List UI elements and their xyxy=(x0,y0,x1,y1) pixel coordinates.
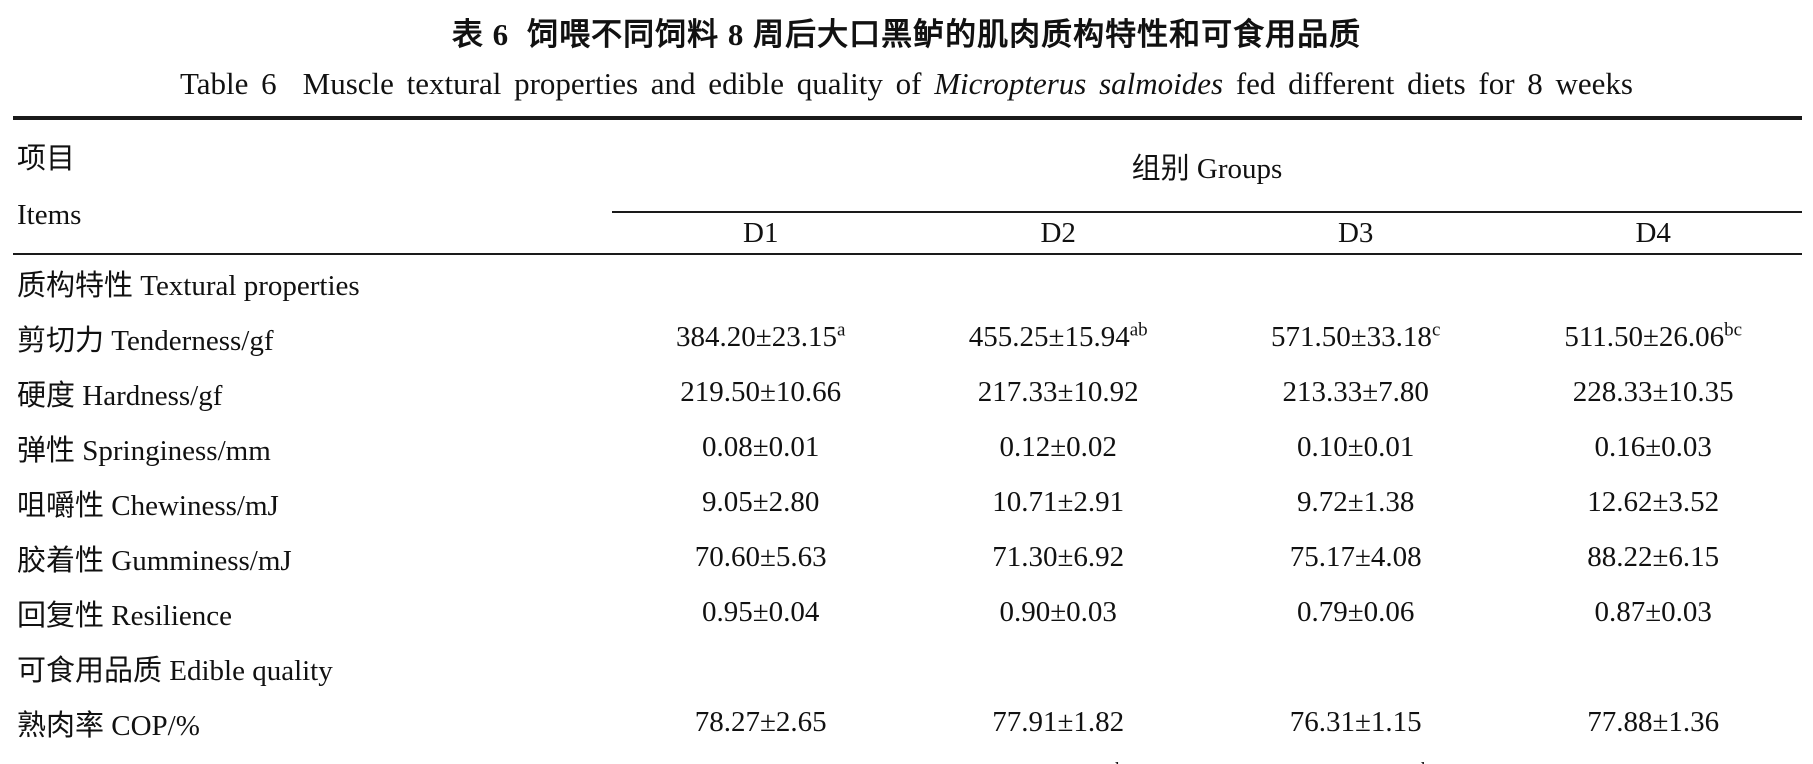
value-cell: 0.87±0.03 xyxy=(1594,596,1712,628)
table-row: 回复性 Resilience 0.95±0.04 0.90±0.03 0.79±0.0… xyxy=(13,585,1802,640)
significance-superscript: c xyxy=(1431,319,1441,341)
row-label: 咀嚼性 Chewiness/mJ xyxy=(17,489,279,522)
column-header-d3: D3 xyxy=(1206,212,1505,255)
column-header-d2: D2 xyxy=(909,212,1207,255)
table-caption-en-text-before: Muscle textural properties and edible qu… xyxy=(302,66,922,101)
value-cell: 228.33±10.35 xyxy=(1572,376,1734,408)
value-cell: 571.50±33.18c xyxy=(1271,319,1441,353)
table-body: 质构特性 Textural properties 剪切力 Tenderness/g… xyxy=(13,254,1802,764)
table-row: 咀嚼性 Chewiness/mJ 9.05±2.80 10.71±2.91 9.72±… xyxy=(13,475,1802,530)
column-header-d4: D4 xyxy=(1504,212,1802,255)
significance-superscript: bc xyxy=(1115,759,1133,764)
value-cell xyxy=(1207,640,1504,695)
value-cell xyxy=(1207,254,1504,310)
section-row: 可食用品质 Edible quality xyxy=(13,640,1802,695)
value-cell: 0.79±0.06 xyxy=(1296,596,1415,628)
value-cell: 9.05±2.80 xyxy=(702,486,820,518)
table-caption-en: Table 6 Muscle textural properties and ed… xyxy=(0,66,1813,102)
value-cell: 511.50±26.06bc xyxy=(1564,319,1743,353)
table-caption-zh-text: 饲喂不同饲料 8 周后大口黑鲈的肌肉质构特性和可食用品质 xyxy=(527,17,1362,52)
value-cell: 0.95±0.04 xyxy=(702,596,820,628)
groups-column-header: 组别 Groups xyxy=(611,118,1802,213)
value-cell: 10.71±2.91 xyxy=(992,486,1125,518)
value-cell: 70.60±5.63 xyxy=(694,541,827,573)
groups-header-row: 项目 Items 组别 Groups xyxy=(13,118,1802,255)
section-row: 质构特性 Textural properties xyxy=(13,254,1802,310)
table-row: 剪切力 Tenderness/gf 384.20±23.15a 455.25±15.… xyxy=(13,310,1802,365)
results-table: 项目 Items 组别 Groups D1 D2 D3 D4 质构特性 Text… xyxy=(13,116,1802,764)
table-number-zh: 表 6 xyxy=(451,17,510,52)
value-cell: 0.90±0.03 xyxy=(999,596,1117,628)
value-cell xyxy=(909,254,1206,310)
row-label: 持水率 WHC/% xyxy=(13,750,612,764)
value-cell: 71.30±6.92 xyxy=(992,541,1125,573)
significance-superscript: bc xyxy=(1724,319,1743,341)
value-cell: 79.70±1.03ab xyxy=(1207,750,1504,764)
row-label: 可食用品质 Edible quality xyxy=(17,654,333,687)
table-row: 熟肉率 COP/% 78.27±2.65 77.91±1.82 76.31±1.15 7… xyxy=(13,695,1802,750)
items-column-header: 项目 Items xyxy=(13,118,612,255)
row-label: 弹性 Springiness/mm xyxy=(17,434,271,467)
items-header-en: Items xyxy=(17,198,82,231)
significance-superscript: a xyxy=(836,319,846,341)
value-cell: 85.66±2.71c xyxy=(612,750,909,764)
value-cell: 384.20±23.15a xyxy=(676,319,846,353)
value-cell xyxy=(612,640,909,695)
table-captions: 表 6 饲喂不同饲料 8 周后大口黑鲈的肌肉质构特性和可食用品质 Table 6 M… xyxy=(0,0,1813,102)
value-cell: 76.31±1.15 xyxy=(1289,706,1422,738)
significance-superscript: a xyxy=(1715,759,1723,764)
value-cell: 76.28±1.88a xyxy=(1504,750,1802,764)
items-header-zh: 项目 xyxy=(17,142,76,175)
value-cell: 81.28±2.28bc xyxy=(909,750,1206,764)
row-label: 硬度 Hardness/gf xyxy=(17,379,223,412)
value-cell: 219.50±10.66 xyxy=(680,376,842,408)
value-cell xyxy=(909,640,1206,695)
value-cell: 12.62±3.52 xyxy=(1587,486,1720,518)
row-label: 胶着性 Gumminess/mJ xyxy=(17,544,292,577)
column-header-d1: D1 xyxy=(611,212,910,255)
value-cell: 78.27±2.65 xyxy=(694,706,827,738)
significance-superscript: ab xyxy=(1129,319,1148,341)
table-number-en: Table 6 xyxy=(180,66,277,101)
value-cell xyxy=(612,254,909,310)
significance-superscript: c xyxy=(822,759,830,764)
value-cell: 213.33±7.80 xyxy=(1282,376,1429,408)
row-label: 质构特性 Textural properties xyxy=(17,269,360,302)
value-cell: 0.12±0.02 xyxy=(999,431,1117,463)
value-cell: 9.72±1.38 xyxy=(1296,486,1415,518)
table-row: 胶着性 Gumminess/mJ 70.60±5.63 71.30±6.92 75.1… xyxy=(13,530,1802,585)
value-cell: 77.91±1.82 xyxy=(992,706,1125,738)
value-cell: 0.08±0.01 xyxy=(702,431,820,463)
table-row: 弹性 Springiness/mm 0.08±0.01 0.12±0.02 0.10±… xyxy=(13,420,1802,475)
row-label: 回复性 Resilience xyxy=(17,599,233,632)
species-name-italic: Micropterus salmoides xyxy=(934,66,1224,101)
value-cell: 88.22±6.15 xyxy=(1587,541,1720,573)
table-row: 持水率 WHC/%85.66±2.71c81.28±2.28bc79.70±1.… xyxy=(13,750,1802,764)
value-cell: 0.16±0.03 xyxy=(1594,431,1712,463)
value-cell xyxy=(1504,640,1802,695)
value-cell: 0.10±0.01 xyxy=(1296,431,1415,463)
significance-superscript: ab xyxy=(1413,759,1431,764)
value-cell: 75.17±4.08 xyxy=(1289,541,1422,573)
table-row: 硬度 Hardness/gf 219.50±10.66 217.33±10.92 21… xyxy=(13,365,1802,420)
diet-groups-row: D1 D2 D3 D4 xyxy=(13,212,1802,255)
table-caption-en-text-after: fed different diets for 8 weeks xyxy=(1235,66,1633,101)
value-cell: 77.88±1.36 xyxy=(1587,706,1720,738)
value-cell: 217.33±10.92 xyxy=(977,376,1139,408)
value-cell: 455.25±15.94ab xyxy=(968,319,1148,353)
table-header: 项目 Items 组别 Groups D1 D2 D3 D4 xyxy=(13,118,1802,255)
row-label: 熟肉率 COP/% xyxy=(17,709,200,742)
value-cell xyxy=(1504,254,1802,310)
table-caption-zh: 表 6 饲喂不同饲料 8 周后大口黑鲈的肌肉质构特性和可食用品质 xyxy=(0,0,1813,54)
row-label: 剪切力 Tenderness/gf xyxy=(17,324,274,357)
